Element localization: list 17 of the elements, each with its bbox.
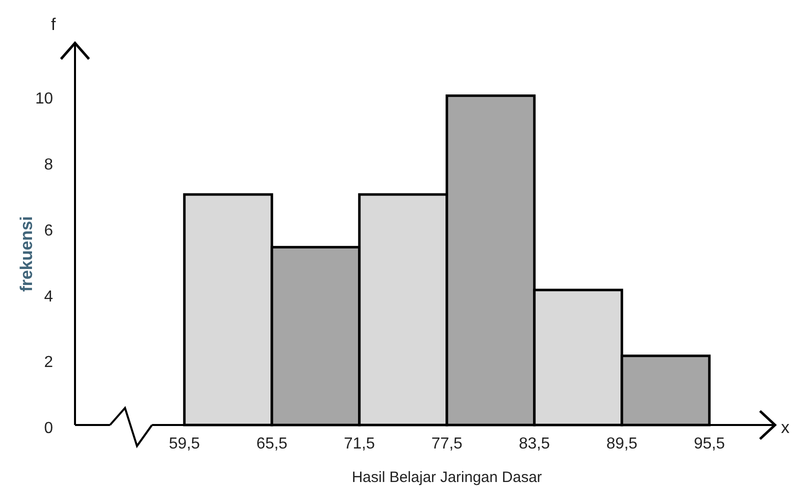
x-tick-label: 71,5 (344, 435, 376, 452)
x-axis-title: Hasil Belajar Jaringan Dasar (352, 469, 542, 486)
x-tick-label: 95,5 (694, 435, 726, 452)
x-tick-label: 83,5 (518, 435, 550, 452)
y-tick-label: 8 (44, 156, 54, 174)
x-tick-label: 89,5 (606, 435, 638, 452)
y-axis-title: frekuensi (17, 216, 36, 292)
x-tick-label: 77,5 (431, 435, 463, 452)
text: f (51, 15, 56, 34)
y-tick-label: 0 (44, 420, 54, 437)
x-tick-label: 59,5 (168, 435, 200, 452)
y-tick-label: 6 (44, 222, 54, 240)
x-tick-label: 65,5 (256, 435, 288, 452)
y-tick-label: 4 (44, 288, 54, 306)
y-tick-label: 10 (35, 90, 54, 108)
text: x (781, 418, 790, 437)
y-tick-label: 2 (44, 354, 54, 372)
